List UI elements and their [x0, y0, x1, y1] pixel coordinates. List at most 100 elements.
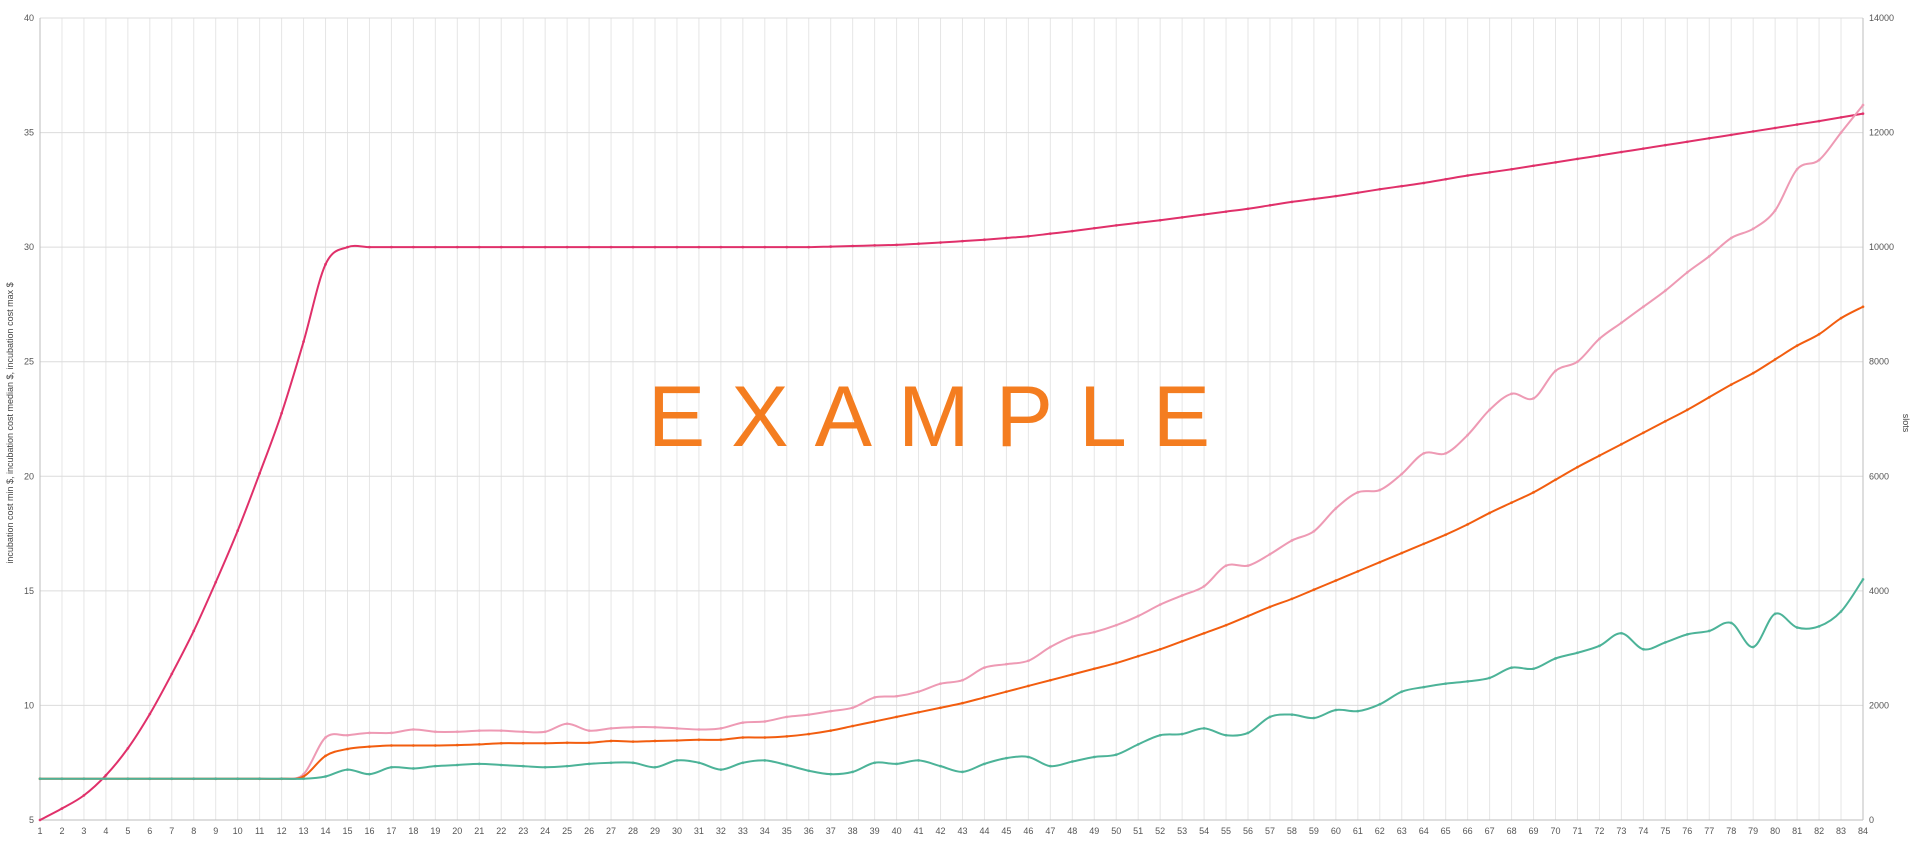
series-point-1 — [368, 245, 371, 249]
x-tick-label: 75 — [1660, 826, 1670, 836]
series-point-1 — [455, 245, 459, 249]
x-tick-label: 83 — [1836, 826, 1846, 836]
series-line-3 — [39, 305, 1864, 780]
series-point-4 — [1158, 733, 1162, 737]
y-tick-right-label: 8000 — [1869, 357, 1889, 367]
series-point-1 — [60, 807, 64, 810]
series-point-3 — [1356, 569, 1360, 573]
x-tick-label: 23 — [518, 826, 528, 836]
series-point-1 — [1554, 160, 1557, 164]
x-tick-label: 7 — [169, 826, 174, 836]
series-point-4 — [1619, 631, 1623, 635]
x-tick-label: 41 — [914, 826, 924, 836]
series-point-3 — [411, 744, 415, 747]
series-point-3 — [719, 738, 723, 742]
series-point-4 — [1070, 760, 1074, 763]
series-point-1 — [587, 245, 591, 249]
series-point-1 — [741, 245, 745, 249]
x-tick-label: 62 — [1375, 826, 1385, 836]
series-point-2 — [873, 696, 877, 699]
series-point-4 — [1312, 716, 1316, 720]
series-point-4 — [1510, 666, 1513, 670]
x-tick-label: 49 — [1089, 826, 1099, 836]
series-point-3 — [1576, 465, 1579, 469]
x-tick-label: 31 — [694, 826, 704, 836]
series-point-4 — [741, 761, 745, 765]
series-point-3 — [829, 729, 833, 733]
series-point-1 — [1817, 119, 1821, 123]
x-tick-label: 46 — [1023, 826, 1033, 836]
series-point-1 — [302, 340, 305, 344]
x-tick-label: 27 — [606, 826, 616, 836]
series-point-4 — [1773, 612, 1777, 616]
series-point-4 — [368, 772, 371, 776]
x-tick-label: 24 — [540, 826, 550, 836]
x-tick-label: 61 — [1353, 826, 1363, 836]
series-point-3 — [390, 744, 393, 747]
series-point-4 — [1378, 702, 1382, 706]
series-point-4 — [1048, 764, 1052, 768]
x-tick-label: 58 — [1287, 826, 1297, 836]
series-point-1 — [1663, 143, 1667, 147]
series-point-2 — [1619, 321, 1623, 325]
series-point-2 — [1356, 490, 1360, 494]
x-tick-label: 34 — [760, 826, 770, 836]
series-point-4 — [1136, 742, 1140, 746]
series-point-3 — [1598, 454, 1601, 458]
y-tick-right-label: 10000 — [1869, 242, 1894, 252]
y-tick-left-label: 25 — [24, 357, 34, 367]
series-point-4 — [785, 763, 789, 767]
x-tick-label: 26 — [584, 826, 594, 836]
series-point-4 — [1246, 731, 1250, 735]
x-tick-label: 29 — [650, 826, 660, 836]
series-point-2 — [1576, 360, 1579, 364]
x-tick-label: 79 — [1748, 826, 1758, 836]
series-point-2 — [565, 722, 569, 726]
series-point-3 — [1619, 442, 1623, 446]
series-point-3 — [917, 710, 920, 714]
x-tick-label: 30 — [672, 826, 682, 836]
series-point-4 — [1554, 657, 1557, 660]
series-point-4 — [477, 762, 481, 766]
series-point-1 — [82, 793, 86, 797]
series-point-4 — [939, 764, 942, 768]
series-point-4 — [1817, 624, 1821, 628]
series-point-1 — [1619, 150, 1623, 154]
series-point-2 — [609, 726, 613, 730]
series-point-4 — [236, 777, 240, 781]
series-point-2 — [411, 728, 415, 731]
series-point-1 — [1598, 154, 1601, 157]
x-tick-label: 16 — [364, 826, 374, 836]
y-tick-right-label: 6000 — [1869, 471, 1889, 481]
series-point-3 — [1773, 358, 1777, 361]
series-point-1 — [1685, 140, 1689, 144]
axes: 1 2 3 4 5 6 7 8 9 10 11 12 13 14 15 16 17 18 19 20 21 22 23 24 2… — [24, 13, 1894, 836]
series-point-1 — [1532, 164, 1535, 168]
series-point-1 — [1356, 191, 1360, 195]
series-point-3 — [499, 741, 503, 745]
series-point-4 — [1598, 644, 1601, 648]
series-point-1 — [565, 245, 569, 249]
x-tick-label: 54 — [1199, 826, 1209, 836]
series-point-4 — [895, 762, 898, 766]
series-point-2 — [1751, 227, 1755, 231]
series-point-4 — [917, 759, 920, 762]
x-tick-label: 2 — [59, 826, 64, 836]
series-point-1 — [1576, 157, 1579, 161]
series-point-4 — [1400, 690, 1404, 694]
series-point-4 — [763, 759, 767, 762]
series-point-3 — [961, 701, 964, 705]
series-point-2 — [1707, 254, 1711, 258]
series-point-4 — [82, 777, 86, 781]
x-tick-label: 28 — [628, 826, 638, 836]
series-point-2 — [675, 726, 679, 730]
series-point-1 — [873, 244, 877, 247]
x-tick-label: 70 — [1550, 826, 1560, 836]
series-point-2 — [653, 725, 657, 729]
series-point-1 — [1092, 226, 1096, 230]
series-point-1 — [390, 245, 393, 249]
series-point-1 — [609, 245, 613, 249]
x-tick-label: 32 — [716, 826, 726, 836]
series-point-1 — [1861, 112, 1865, 116]
series-point-2 — [1005, 662, 1008, 666]
